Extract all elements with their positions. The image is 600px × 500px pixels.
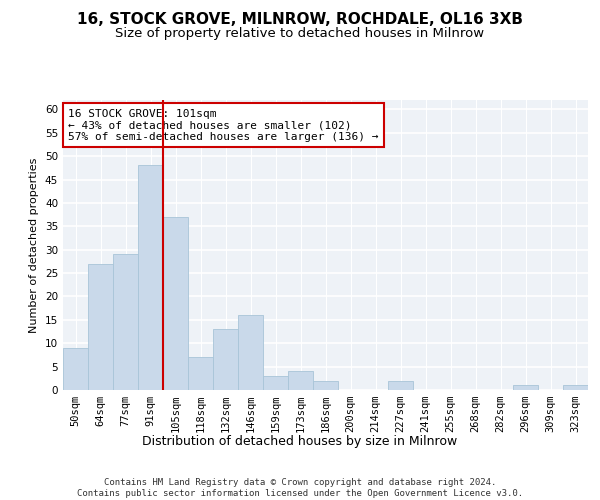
Bar bbox=[313, 380, 338, 390]
Bar bbox=[263, 376, 288, 390]
Text: Contains HM Land Registry data © Crown copyright and database right 2024.
Contai: Contains HM Land Registry data © Crown c… bbox=[77, 478, 523, 498]
Bar bbox=[513, 386, 538, 390]
Bar bbox=[288, 372, 313, 390]
Bar bbox=[113, 254, 138, 390]
Bar bbox=[88, 264, 113, 390]
Bar bbox=[213, 329, 238, 390]
Bar bbox=[388, 380, 413, 390]
Text: Distribution of detached houses by size in Milnrow: Distribution of detached houses by size … bbox=[142, 435, 458, 448]
Bar bbox=[138, 166, 163, 390]
Text: Size of property relative to detached houses in Milnrow: Size of property relative to detached ho… bbox=[115, 28, 485, 40]
Y-axis label: Number of detached properties: Number of detached properties bbox=[29, 158, 40, 332]
Bar bbox=[238, 315, 263, 390]
Text: 16, STOCK GROVE, MILNROW, ROCHDALE, OL16 3XB: 16, STOCK GROVE, MILNROW, ROCHDALE, OL16… bbox=[77, 12, 523, 28]
Bar bbox=[63, 348, 88, 390]
Text: 16 STOCK GROVE: 101sqm
← 43% of detached houses are smaller (102)
57% of semi-de: 16 STOCK GROVE: 101sqm ← 43% of detached… bbox=[68, 108, 379, 142]
Bar bbox=[563, 386, 588, 390]
Bar bbox=[188, 358, 213, 390]
Bar bbox=[163, 217, 188, 390]
